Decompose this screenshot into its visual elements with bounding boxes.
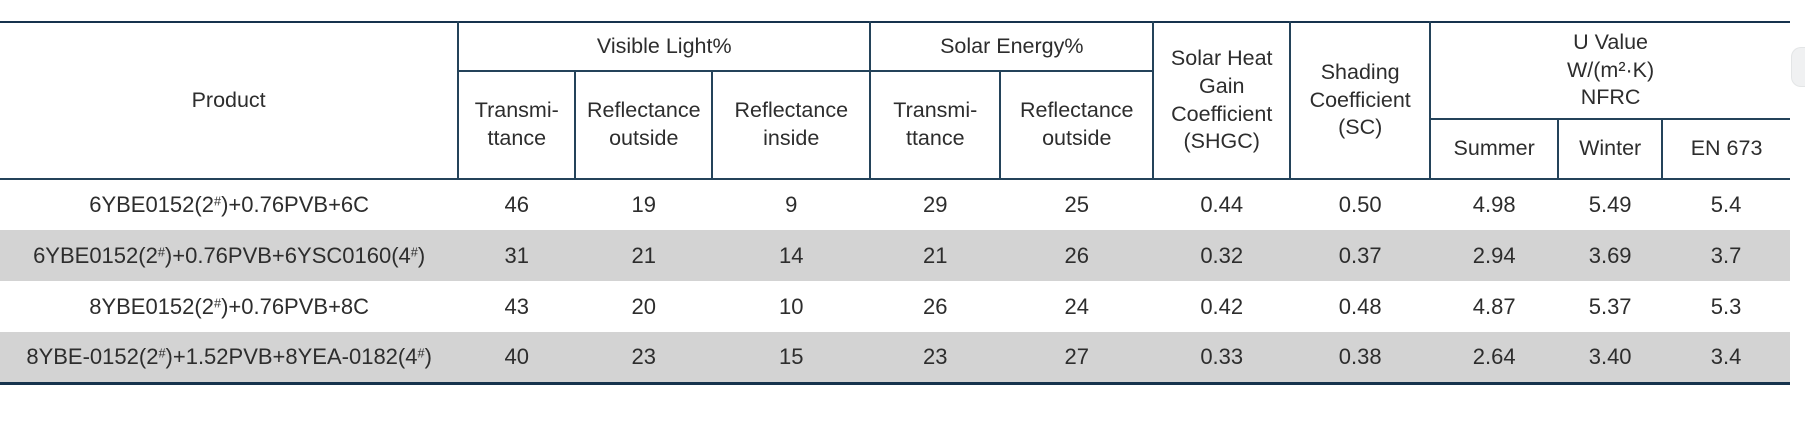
value-cell: 25 xyxy=(1064,192,1089,217)
value-cell: 14 xyxy=(779,242,804,268)
value-cell: 15 xyxy=(779,343,804,369)
col-header-summer: Summer xyxy=(1429,119,1559,180)
value-cell: 9 xyxy=(785,192,798,217)
col-header-vl-reflectance-outside: Reflectance outside xyxy=(574,71,713,180)
value-cell: 0.38 xyxy=(1338,343,1382,369)
col-header-vl-reflectance-inside: Reflectance inside xyxy=(711,71,871,180)
value-cell: 24 xyxy=(1064,293,1089,319)
table-row: 8YBE-0152(2#)+1.52PVB+8YEA-0182(4#) 40 2… xyxy=(0,332,1790,383)
value-cell: 5.3 xyxy=(1710,293,1742,319)
value-cell: 29 xyxy=(923,192,948,217)
value-cell: 27 xyxy=(1064,343,1089,369)
col-header-en673: EN 673 xyxy=(1661,119,1790,180)
value-cell: 4.98 xyxy=(1472,192,1516,217)
header-uvalue-sub-row: Summer Winter EN 673 xyxy=(0,119,1790,180)
value-cell: 21 xyxy=(631,242,657,268)
value-cell: 0.42 xyxy=(1200,293,1244,319)
col-header-shading-coefficient: Shading Coefficient (SC) xyxy=(1289,22,1431,180)
value-cell: 4.87 xyxy=(1472,293,1516,319)
col-header-winter: Winter xyxy=(1557,119,1663,180)
product-cell: 6YBE0152(2#)+0.76PVB+6C xyxy=(89,192,370,217)
value-cell: 0.44 xyxy=(1200,192,1244,217)
value-cell: 31 xyxy=(504,242,530,268)
value-cell: 26 xyxy=(1064,242,1089,268)
product-cell: 8YBE-0152(2#)+1.52PVB+8YEA-0182(4#) xyxy=(26,343,432,369)
value-cell: 46 xyxy=(504,192,530,217)
col-header-product: Product xyxy=(0,22,459,180)
col-header-se-transmittance: Transmi- ttance xyxy=(869,71,1001,180)
value-cell: 5.37 xyxy=(1588,293,1632,319)
value-cell: 0.50 xyxy=(1338,192,1382,217)
value-cell: 2.64 xyxy=(1472,343,1516,369)
value-cell: 40 xyxy=(504,343,530,369)
value-cell: 21 xyxy=(923,242,948,268)
scrollbar-thumb[interactable] xyxy=(1791,47,1805,87)
col-header-vl-transmittance: Transmi- ttance xyxy=(457,71,576,180)
header-group-row: Product Visible Light% Solar Energy% Sol… xyxy=(0,22,1790,180)
value-cell: 3.69 xyxy=(1588,242,1632,268)
product-cell: 8YBE0152(2#)+0.76PVB+8C xyxy=(89,293,370,319)
group-header-u-value: U Value W/(m²·K) NFRC xyxy=(1429,22,1790,120)
group-header-solar-energy: Solar Energy% xyxy=(869,22,1154,72)
value-cell: 23 xyxy=(923,343,948,369)
value-cell: 23 xyxy=(631,343,657,369)
value-cell: 19 xyxy=(631,192,657,217)
value-cell: 10 xyxy=(779,293,804,319)
value-cell: 3.4 xyxy=(1710,343,1742,369)
value-cell: 2.94 xyxy=(1472,242,1516,268)
value-cell: 0.48 xyxy=(1338,293,1382,319)
value-cell: 26 xyxy=(923,293,948,319)
value-cell: 3.40 xyxy=(1588,343,1632,369)
table-row: 6YBE0152(2#)+0.76PVB+6YSC0160(4#) 31 21 … xyxy=(0,230,1790,281)
table-row: 8YBE0152(2#)+0.76PVB+8C 43 20 10 26 24 0… xyxy=(0,281,1790,332)
value-cell: 3.7 xyxy=(1710,242,1742,268)
value-cell: 5.49 xyxy=(1588,192,1632,217)
value-cell: 0.37 xyxy=(1338,242,1382,268)
value-cell: 20 xyxy=(631,293,657,319)
header-sub-row: Transmi- ttance Reflectance outside Refl… xyxy=(0,71,1790,180)
value-cell: 5.4 xyxy=(1710,192,1742,217)
value-cell: 0.32 xyxy=(1200,242,1244,268)
col-header-se-reflectance-outside: Reflectance outside xyxy=(999,71,1154,180)
table-row: 6YBE0152(2#)+0.76PVB+6C 46 19 9 29 25 0.… xyxy=(0,179,1790,230)
value-cell: 0.33 xyxy=(1200,343,1244,369)
product-cell: 6YBE0152(2#)+0.76PVB+6YSC0160(4#) xyxy=(33,242,426,268)
glass-spec-table: Product Visible Light% Solar Energy% Sol… xyxy=(0,21,1790,385)
value-cell: 43 xyxy=(504,293,530,319)
col-header-shgc: Solar Heat Gain Coefficient (SHGC) xyxy=(1152,22,1291,180)
group-header-visible-light: Visible Light% xyxy=(457,22,871,72)
page: { "colors":{ "grid_line":"#24435a", "out… xyxy=(0,21,1805,421)
